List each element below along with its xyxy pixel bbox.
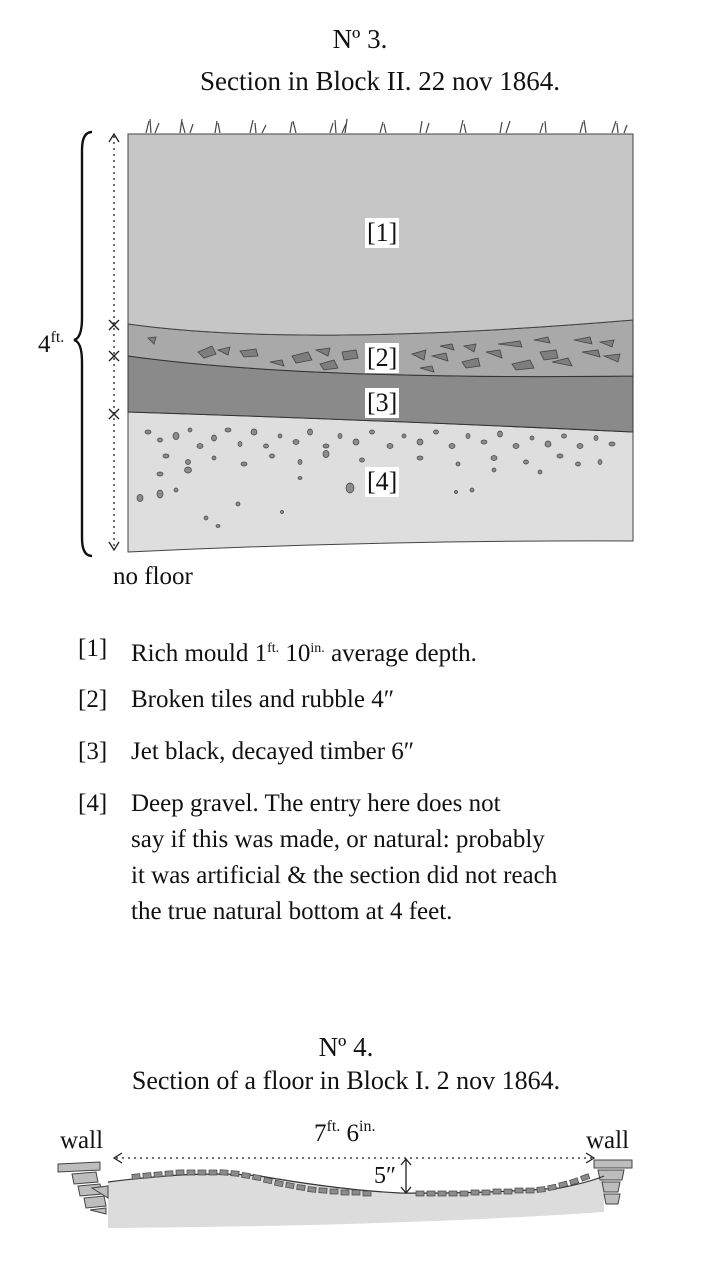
- legend-text-4-line-2: say if this was made, or natural: probab…: [131, 822, 691, 858]
- legend-key-2: [2]: [78, 682, 128, 718]
- depth-arrow-top: [401, 1159, 411, 1165]
- legend-text-4-line-4: the true natural bottom at 4 feet.: [131, 894, 691, 930]
- legend-text-1: Rich mould 1ft. 10in. average depth.: [131, 631, 671, 672]
- grass-tufts: [146, 119, 627, 133]
- legend-text-1b: 10: [279, 640, 310, 667]
- wall-left-label: wall: [60, 1127, 103, 1155]
- span-in: 6: [340, 1120, 359, 1147]
- legend-text-4-line-3: it was artificial & the section did not …: [131, 858, 691, 894]
- span-in-unit: in.: [359, 1118, 375, 1135]
- legend-text-3: Jet black, decayed timber 6″: [131, 734, 671, 770]
- height-value: 4: [38, 331, 51, 358]
- left-wall: [58, 1162, 108, 1214]
- legend-text-2: Broken tiles and rubble 4″: [131, 682, 671, 718]
- legend-key-1: [1]: [78, 631, 128, 667]
- right-wall: [594, 1160, 632, 1204]
- floor-ground: [108, 1174, 604, 1228]
- legend-key-3: [3]: [78, 734, 128, 770]
- height-label: 4ft.: [38, 324, 64, 359]
- depth-label: 5″: [374, 1163, 396, 1190]
- floor-tiles: [132, 1170, 590, 1196]
- layer3-label: [3]: [365, 388, 399, 418]
- height-brace: [74, 132, 92, 556]
- span-ft: 7: [314, 1120, 327, 1147]
- bottom-note: no floor: [113, 563, 193, 591]
- layer2-label: [2]: [365, 343, 399, 373]
- span-ft-unit: ft.: [327, 1118, 341, 1135]
- legend-item-1: [1] Rich mould 1ft. 10in. average depth.: [78, 631, 678, 667]
- span-arrow-left: [114, 1153, 122, 1163]
- wall-right-label: wall: [586, 1127, 629, 1155]
- legend-text-4-line-1: Deep gravel. The entry here does not: [131, 786, 691, 822]
- legend-text-4: Deep gravel. The entry here does not say…: [131, 786, 691, 930]
- legend-text-1c: average depth.: [325, 640, 477, 667]
- legend-item-3: [3] Jet black, decayed timber 6″: [78, 734, 678, 770]
- floor-surface: [108, 1174, 604, 1193]
- layer4-label: [4]: [365, 467, 399, 497]
- height-unit: ft.: [51, 329, 65, 346]
- legend-item-4: [4] Deep gravel. The entry here does not…: [78, 786, 688, 930]
- legend-sup-in: in.: [310, 641, 324, 656]
- layer1-label: [1]: [365, 218, 399, 248]
- depth-arrow-bottom: [401, 1187, 411, 1193]
- span-label: 7ft. 6in.: [314, 1118, 375, 1148]
- section3-diagram: [0, 0, 720, 600]
- legend-sup-ft: ft.: [267, 641, 279, 656]
- section4-title: Section of a floor in Block I. 2 nov 186…: [0, 1066, 692, 1096]
- legend-key-4: [4]: [78, 786, 128, 822]
- legend-text-1a: Rich mould 1: [131, 640, 267, 667]
- section4-number: Nº 4.: [0, 1032, 692, 1063]
- legend-item-2: [2] Broken tiles and rubble 4″: [78, 682, 678, 718]
